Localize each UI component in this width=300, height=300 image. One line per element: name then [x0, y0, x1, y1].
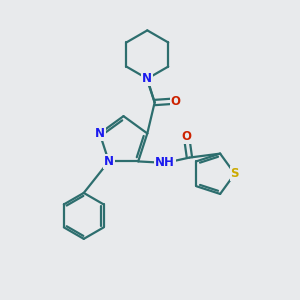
Text: N: N [104, 155, 114, 168]
Text: N: N [95, 127, 105, 140]
Text: O: O [171, 94, 181, 107]
Text: O: O [182, 130, 191, 143]
Text: NH: NH [155, 156, 175, 170]
Text: S: S [230, 167, 239, 180]
Text: N: N [142, 72, 152, 85]
